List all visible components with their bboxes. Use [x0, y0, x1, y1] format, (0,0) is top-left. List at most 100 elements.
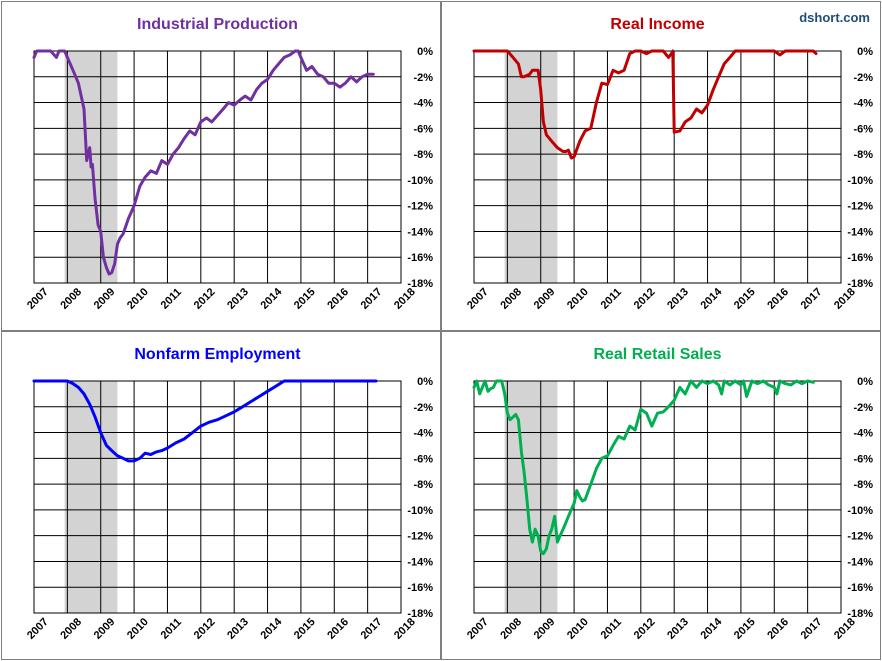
x-tick-label: 2016: [765, 286, 791, 312]
x-tick-label: 2007: [465, 286, 491, 312]
y-tick-label: -10%: [847, 175, 873, 187]
series-line: [32, 379, 378, 463]
x-tick-label: 2015: [732, 616, 758, 642]
chart-title: Real Income: [610, 16, 704, 33]
chart-panel-industrial-production: 0% -2% -4% -6% -8% -10% -12% -14% -16% -18% 2007 20…: [1, 1, 441, 331]
y-tick-label: -8%: [853, 479, 873, 491]
y-tick-label: -14%: [407, 226, 433, 238]
y-tick-label: -2%: [413, 72, 433, 84]
x-tick-label: 2009: [532, 286, 558, 312]
y-tick-label: -2%: [413, 402, 433, 414]
x-tick-label: 2011: [159, 286, 184, 311]
y-tick-label: -6%: [413, 123, 433, 135]
x-tick-label: 2014: [699, 615, 725, 641]
plot-area-border: [473, 380, 842, 614]
chart-svg: 0% -2% -4% -6% -8% -10% -12% -14% -16% -18% 2007 20…: [25, 16, 433, 312]
y-tick-label: 0%: [417, 46, 433, 58]
x-tick-label: 2014: [259, 615, 285, 641]
chart-svg: 0% -2% -4% -6% -8% -10% -12% -14% -16% -18% 2007 20…: [25, 346, 433, 642]
y-tick-label: -14%: [847, 226, 873, 238]
x-tick-label: 2017: [359, 286, 385, 312]
y-tick-label: -18%: [847, 608, 873, 620]
y-tick-label: -8%: [413, 149, 433, 161]
x-tick-label: 2012: [192, 616, 218, 642]
y-tick-label: -16%: [847, 582, 873, 594]
recession-shade: [504, 51, 558, 283]
x-tick-label: 2014: [699, 285, 725, 311]
x-tick-label: 2007: [465, 616, 491, 642]
chart-panel-nonfarm-employment: 0% -2% -4% -6% -8% -10% -12% -14% -16% -18% 2007 20…: [1, 331, 441, 660]
x-tick-label: 2008: [498, 286, 524, 312]
chart-title: Industrial Production: [137, 16, 298, 33]
y-tick-label: -16%: [847, 252, 873, 264]
y-tick-label: -2%: [853, 402, 873, 414]
y-tick-label: -10%: [407, 505, 433, 517]
x-tick-label: 2016: [325, 616, 351, 642]
x-tick-label: 2015: [292, 286, 318, 312]
x-tick-label: 2013: [225, 616, 251, 642]
y-tick-label: -12%: [847, 531, 873, 543]
y-tick-label: 0%: [857, 376, 873, 388]
x-tick-label: 2016: [325, 286, 351, 312]
x-tick-label: 2007: [25, 286, 51, 312]
x-tick-label: 2011: [599, 286, 624, 311]
y-tick-label: -14%: [407, 556, 433, 568]
y-tick-label: -4%: [413, 428, 433, 440]
x-tick-label: 2011: [159, 616, 184, 641]
x-tick-label: 2012: [632, 286, 658, 312]
x-tick-label: 2012: [192, 286, 218, 312]
y-tick-label: -6%: [853, 453, 873, 465]
chart-title: Nonfarm Employment: [134, 346, 301, 363]
plot-area-border: [33, 50, 402, 284]
y-tick-label: 0%: [417, 376, 433, 388]
x-tick-label: 2008: [58, 616, 84, 642]
y-tick-label: -2%: [853, 72, 873, 84]
watermark-label: dshort.com: [799, 10, 870, 25]
y-tick-label: -6%: [413, 453, 433, 465]
y-tick-label: -6%: [853, 123, 873, 135]
x-tick-label: 2007: [25, 616, 51, 642]
chart-panel-real-retail-sales: 0% -2% -4% -6% -8% -10% -12% -14% -16% -18% 2007 20…: [441, 331, 881, 660]
y-tick-label: -8%: [413, 479, 433, 491]
x-tick-label: 2013: [225, 286, 251, 312]
y-tick-label: -18%: [847, 278, 873, 290]
y-tick-label: -18%: [407, 278, 433, 290]
x-tick-label: 2017: [359, 616, 385, 642]
chart-panel-real-income: 0% -2% -4% -6% -8% -10% -12% -14% -16% -18% 2007 20…: [441, 1, 881, 331]
x-tick-label: 2008: [498, 616, 524, 642]
y-tick-label: -4%: [853, 428, 873, 440]
x-tick-label: 2010: [125, 286, 151, 312]
x-tick-label: 2014: [259, 285, 285, 311]
x-tick-label: 2011: [599, 616, 624, 641]
x-tick-label: 2008: [58, 286, 84, 312]
chart-title: Real Retail Sales: [593, 346, 721, 363]
x-tick-label: 2017: [799, 286, 825, 312]
series-line: [472, 379, 815, 556]
x-tick-label: 2010: [125, 616, 151, 642]
x-tick-label: 2013: [665, 616, 691, 642]
x-tick-label: 2010: [565, 616, 591, 642]
chart-svg: 0% -2% -4% -6% -8% -10% -12% -14% -16% -18% 2007 20…: [465, 346, 873, 642]
y-tick-label: -16%: [407, 252, 433, 264]
y-tick-label: -10%: [407, 175, 433, 187]
series-line: [472, 49, 818, 160]
x-tick-label: 2009: [532, 616, 558, 642]
y-tick-label: -14%: [847, 556, 873, 568]
x-tick-label: 2013: [665, 286, 691, 312]
y-tick-label: -18%: [407, 608, 433, 620]
y-tick-label: -8%: [853, 149, 873, 161]
y-tick-label: -16%: [407, 582, 433, 594]
x-tick-label: 2015: [292, 616, 318, 642]
chart-svg: 0% -2% -4% -6% -8% -10% -12% -14% -16% -18% 2007 20…: [465, 16, 873, 312]
recession-shade: [64, 381, 118, 613]
y-tick-label: 0%: [857, 46, 873, 58]
y-tick-label: -4%: [413, 98, 433, 110]
x-tick-label: 2009: [92, 616, 118, 642]
y-tick-label: -4%: [853, 98, 873, 110]
plot-area-border: [33, 380, 402, 614]
x-tick-label: 2016: [765, 616, 791, 642]
x-tick-label: 2009: [92, 286, 118, 312]
x-tick-label: 2017: [799, 616, 825, 642]
x-tick-label: 2010: [565, 286, 591, 312]
